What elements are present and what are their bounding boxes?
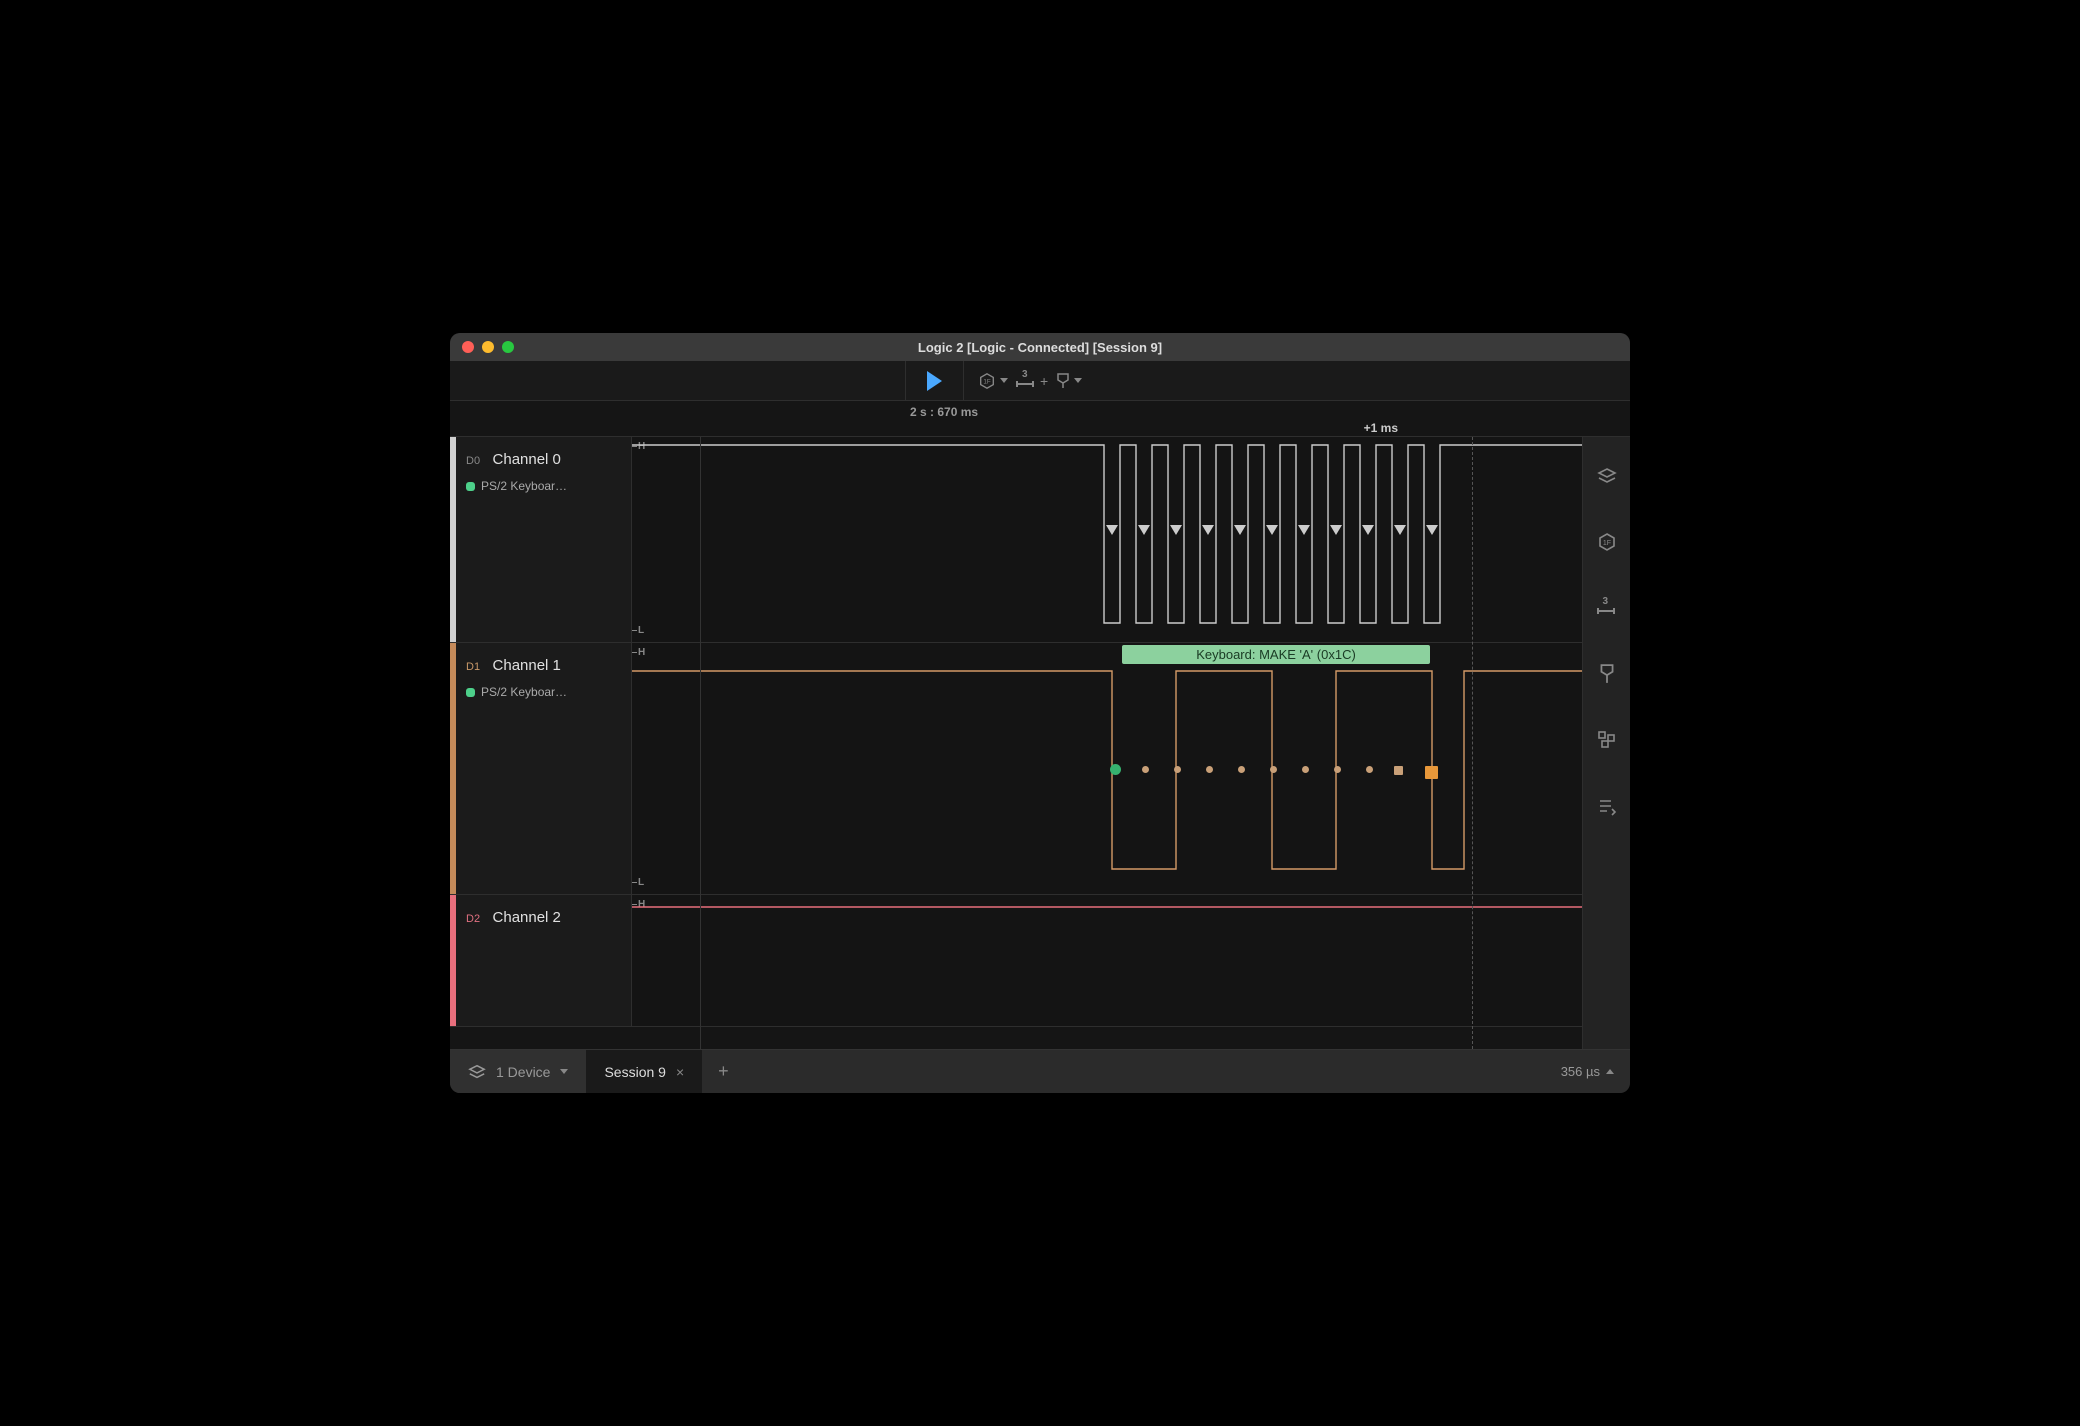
bit-marker (1206, 766, 1213, 773)
falling-edge-marker (1426, 525, 1438, 535)
bit-marker (1302, 766, 1309, 773)
trigger-panel-button[interactable] (1596, 663, 1618, 685)
ruler-tick-main: 2 s : 670 ms (910, 405, 978, 419)
play-icon (927, 371, 942, 391)
channel-name: Channel 0 (493, 451, 561, 468)
channel-row-0: D0 Channel 0 PS/2 Keyboar… H L (450, 437, 1582, 643)
device-icon (468, 1063, 486, 1081)
chevron-down-icon (560, 1069, 568, 1074)
zoom-window-button[interactable] (502, 341, 514, 353)
falling-edge-marker (1330, 525, 1342, 535)
timing-marker-button[interactable]: + (1016, 373, 1048, 389)
timing-panel-button[interactable] (1596, 597, 1618, 619)
svg-text:1F: 1F (1602, 540, 1610, 547)
channel-row-2: D2 Channel 2 H (450, 895, 1582, 1027)
falling-edge-marker (1234, 525, 1246, 535)
channel-id: D0 (466, 455, 480, 467)
ruler-tick-relative: +1 ms (1364, 421, 1398, 435)
channels-area: D0 Channel 0 PS/2 Keyboar… H L D1 Ch (450, 437, 1582, 1049)
layers-icon (1597, 466, 1617, 486)
bit-marker (1110, 764, 1121, 775)
notes-icon (1597, 796, 1617, 816)
timing-icon (1016, 375, 1036, 387)
channel-name: Channel 1 (493, 657, 561, 674)
close-window-button[interactable] (462, 341, 474, 353)
channel-waveform-0[interactable]: H L (632, 437, 1582, 642)
analyzers-panel-button[interactable]: 1F (1596, 531, 1618, 553)
channel-label-area[interactable]: D0 Channel 0 PS/2 Keyboar… (456, 437, 632, 642)
bit-marker (1270, 766, 1277, 773)
close-tab-button[interactable]: × (676, 1064, 684, 1080)
hex-icon: 1F (1597, 532, 1617, 552)
falling-edge-marker (1202, 525, 1214, 535)
channel-label-area[interactable]: D2 Channel 2 (456, 895, 632, 1026)
bit-marker (1142, 766, 1149, 773)
toolbar-tools: 1F + (964, 361, 1096, 400)
zoom-label: 356 µs (1561, 1064, 1600, 1079)
hex-icon: 1F (978, 372, 996, 390)
falling-edge-marker (1362, 525, 1374, 535)
extensions-button[interactable] (1596, 729, 1618, 751)
analyzer-label: PS/2 Keyboar… (481, 479, 567, 493)
layers-button[interactable] (1596, 465, 1618, 487)
notes-button[interactable] (1596, 795, 1618, 817)
analyzer-dot-icon (466, 688, 475, 697)
minimize-window-button[interactable] (482, 341, 494, 353)
analyzer-label: PS/2 Keyboar… (481, 685, 567, 699)
grid-icon (1597, 730, 1617, 750)
channel-name: Channel 2 (493, 909, 561, 926)
falling-edge-marker (1266, 525, 1278, 535)
channel-row-1: D1 Channel 1 PS/2 Keyboar… H L Keyboard:… (450, 643, 1582, 895)
chevron-up-icon (1606, 1069, 1614, 1074)
bottom-bar: 1 Device Session 9 × + 356 µs (450, 1049, 1630, 1093)
channel-analyzer-tag[interactable]: PS/2 Keyboar… (466, 479, 621, 493)
chevron-down-icon (1000, 378, 1008, 383)
falling-edge-marker (1394, 525, 1406, 535)
time-ruler[interactable]: 2 s : 670 ms +1 ms (450, 401, 1630, 437)
trigger-dropdown[interactable] (1056, 373, 1082, 389)
bit-marker (1425, 766, 1438, 779)
app-window: Logic 2 [Logic - Connected] [Session 9] … (450, 333, 1630, 1093)
play-button[interactable] (906, 361, 964, 400)
channel-id: D1 (466, 661, 480, 673)
channel-label-area[interactable]: D1 Channel 1 PS/2 Keyboar… (456, 643, 632, 894)
channel-analyzer-tag[interactable]: PS/2 Keyboar… (466, 685, 621, 699)
bit-marker (1334, 766, 1341, 773)
window-controls (450, 341, 514, 353)
falling-edge-marker (1298, 525, 1310, 535)
bit-marker (1366, 766, 1373, 773)
channel-id: D2 (466, 913, 480, 925)
device-dropdown[interactable]: 1 Device (450, 1050, 586, 1093)
bit-marker (1394, 766, 1403, 775)
window-title: Logic 2 [Logic - Connected] [Session 9] (450, 340, 1630, 355)
session-tab-label: Session 9 (604, 1064, 665, 1080)
falling-edge-marker (1170, 525, 1182, 535)
channel-waveform-1[interactable]: H L Keyboard: MAKE 'A' (0x1C) (632, 643, 1582, 894)
flag-icon (1056, 373, 1070, 389)
analyzer-dot-icon (466, 482, 475, 491)
device-label: 1 Device (496, 1064, 550, 1080)
timing-icon (1597, 602, 1617, 614)
falling-edge-marker (1106, 525, 1118, 535)
channel-waveform-2[interactable]: H (632, 895, 1582, 1026)
bit-marker (1238, 766, 1245, 773)
zoom-info[interactable]: 356 µs (1545, 1050, 1630, 1093)
toolbar-spacer (450, 361, 906, 400)
plus-icon: + (1040, 373, 1048, 389)
toolbar: 1F + (450, 361, 1630, 401)
chevron-down-icon (1074, 378, 1082, 383)
falling-edge-marker (1138, 525, 1150, 535)
bit-marker (1174, 766, 1181, 773)
svg-text:1F: 1F (983, 378, 991, 385)
add-session-button[interactable]: + (702, 1050, 745, 1093)
right-sidebar: 1F (1582, 437, 1630, 1049)
session-tab[interactable]: Session 9 × (586, 1050, 702, 1093)
flag-icon (1597, 664, 1617, 684)
titlebar: Logic 2 [Logic - Connected] [Session 9] (450, 333, 1630, 361)
analyzers-dropdown[interactable]: 1F (978, 372, 1008, 390)
main-area: D0 Channel 0 PS/2 Keyboar… H L D1 Ch (450, 437, 1630, 1049)
